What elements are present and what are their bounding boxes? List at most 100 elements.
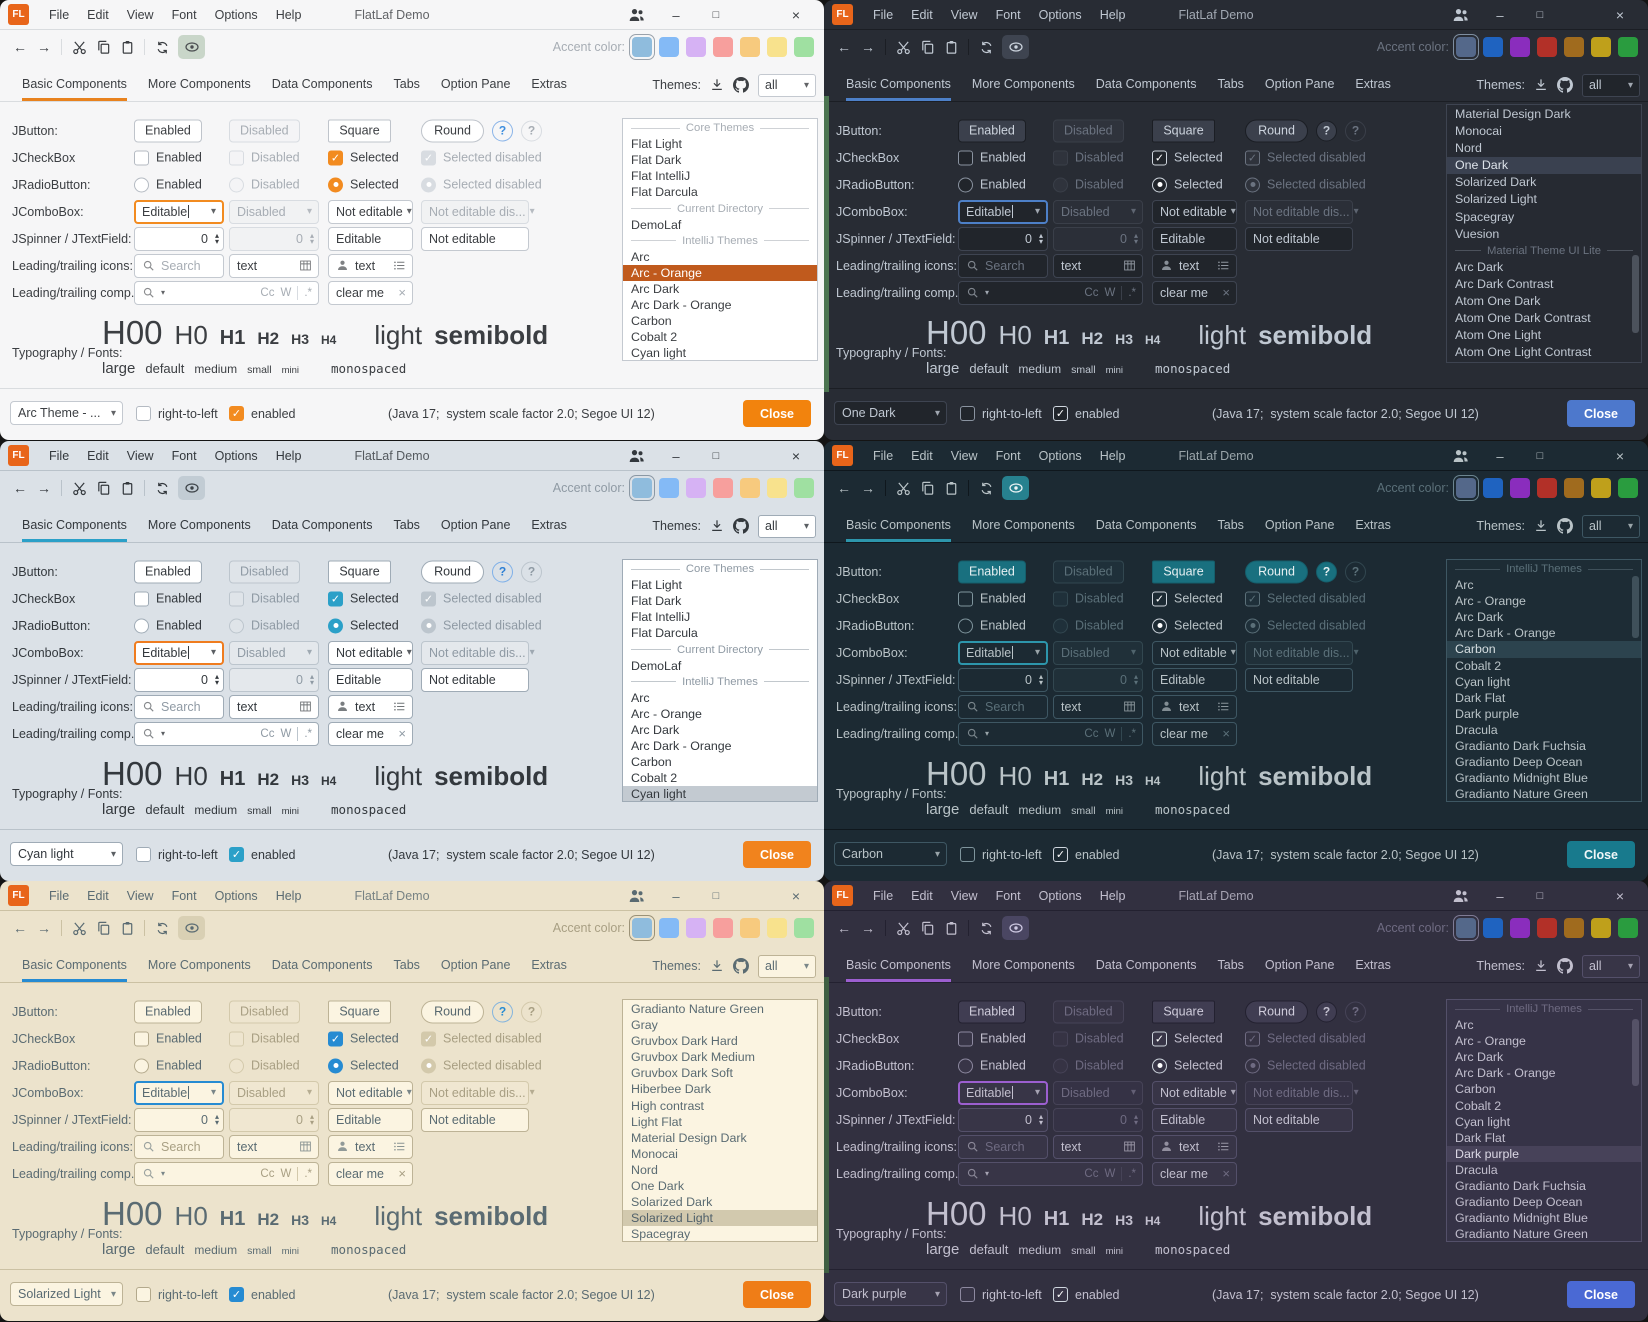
users-icon[interactable]	[624, 441, 648, 471]
radio-selected[interactable]: Selected	[328, 618, 399, 633]
accent-swatch[interactable]	[659, 478, 679, 498]
download-icon[interactable]	[710, 78, 724, 92]
forward-icon[interactable]: →	[861, 920, 875, 936]
theme-list-item[interactable]: Arc Dark	[1455, 1050, 1504, 1065]
search-field-with-options[interactable]: ▾ Cc W .*	[134, 280, 319, 305]
round-button[interactable]: Round	[421, 119, 484, 142]
accent-swatch[interactable]	[1564, 37, 1584, 57]
search-field[interactable]: Search	[134, 253, 224, 278]
theme-list-item[interactable]: Flat IntelliJ	[631, 610, 691, 625]
download-icon[interactable]	[710, 519, 724, 533]
theme-list-item[interactable]: Flat IntelliJ	[631, 169, 691, 184]
spinner[interactable]: 0 ▴ ▾	[958, 226, 1048, 251]
menu-font[interactable]: Font	[171, 7, 197, 22]
menu-options[interactable]: Options	[214, 448, 258, 463]
radio-enabled[interactable]: Enabled	[134, 1058, 202, 1073]
text-field-calendar[interactable]: text	[1053, 694, 1143, 719]
accent-swatch[interactable]	[1591, 37, 1611, 57]
theme-list-item[interactable]: Gradianto Dark Fuchsia	[1455, 1179, 1586, 1194]
theme-combobox[interactable]: Solarized Light ▾	[10, 1282, 123, 1306]
spinner-arrows-icon[interactable]: ▴ ▾	[1038, 1111, 1043, 1127]
checkbox-selected[interactable]: Selected	[328, 591, 399, 606]
square-button[interactable]: Square	[328, 560, 391, 583]
menu-font[interactable]: Font	[995, 888, 1021, 903]
minimize-button[interactable]: –	[1496, 7, 1504, 23]
users-icon[interactable]	[1448, 441, 1472, 471]
text-field-calendar[interactable]: text	[229, 1134, 319, 1159]
whole-words-button[interactable]: W	[1104, 1167, 1116, 1180]
accent-swatch[interactable]	[659, 918, 679, 938]
right-to-left-checkbox[interactable]: right-to-left	[960, 1287, 1042, 1302]
menu-edit[interactable]: Edit	[911, 888, 933, 903]
tab-option-pane[interactable]: Option Pane	[1264, 517, 1335, 532]
spinner[interactable]: 0 ▴ ▾	[958, 667, 1048, 692]
checkbox-selected[interactable]: Selected	[1152, 1031, 1223, 1046]
forward-icon[interactable]: →	[861, 480, 875, 496]
menu-view[interactable]: View	[950, 7, 978, 22]
round-button[interactable]: Round	[1245, 560, 1308, 583]
regex-button[interactable]: .*	[1128, 1167, 1136, 1180]
accent-swatch[interactable]	[1510, 37, 1530, 57]
theme-list-item[interactable]: Cobalt 2	[631, 771, 678, 786]
text-field-calendar[interactable]: text	[1053, 253, 1143, 278]
menu-file[interactable]: File	[49, 7, 70, 22]
square-button[interactable]: Square	[328, 119, 391, 142]
square-button[interactable]: Square	[328, 1000, 391, 1023]
clear-icon[interactable]: ×	[1222, 726, 1230, 741]
radio-selected[interactable]: Selected	[1152, 618, 1223, 633]
cut-icon[interactable]	[67, 35, 91, 59]
enabled-checkbox[interactable]: enabled	[1053, 847, 1120, 862]
theme-combobox[interactable]: Carbon ▾	[834, 842, 947, 866]
close-window-button[interactable]: ×	[791, 448, 801, 464]
accent-swatch[interactable]	[659, 37, 679, 57]
accent-swatch[interactable]	[686, 478, 706, 498]
editable-textfield[interactable]: Editable	[328, 667, 413, 692]
tab-data-components[interactable]: Data Components	[271, 957, 373, 972]
github-icon[interactable]	[733, 518, 749, 534]
tab-tabs[interactable]: Tabs	[393, 957, 420, 972]
clear-icon[interactable]: ×	[398, 285, 406, 300]
refresh-icon[interactable]	[150, 476, 174, 500]
not-editable-combobox[interactable]: Not editable ▾	[1152, 640, 1237, 665]
close-window-button[interactable]: ×	[1615, 7, 1625, 23]
users-icon[interactable]	[1448, 0, 1472, 30]
refresh-icon[interactable]	[974, 35, 998, 59]
enabled-checkbox[interactable]: enabled	[229, 1287, 296, 1302]
regex-button[interactable]: .*	[1128, 727, 1136, 740]
accent-swatch[interactable]	[1483, 37, 1503, 57]
theme-list-item[interactable]: Solarized Light	[1455, 192, 1537, 207]
editable-combobox[interactable]: Editable ▾	[958, 199, 1048, 224]
text-field-user[interactable]: text	[1152, 1134, 1237, 1159]
forward-icon[interactable]: →	[861, 39, 875, 55]
theme-list-item[interactable]: Arc Dark Contrast	[1455, 276, 1554, 291]
accent-swatch[interactable]	[1510, 918, 1530, 938]
spinner[interactable]: 0 ▴ ▾	[134, 1107, 224, 1132]
tab-tabs[interactable]: Tabs	[1217, 517, 1244, 532]
search-field-with-options[interactable]: ▾ Cc W .*	[958, 280, 1143, 305]
menu-file[interactable]: File	[49, 448, 70, 463]
accent-swatch[interactable]	[1618, 918, 1638, 938]
menu-edit[interactable]: Edit	[87, 888, 109, 903]
copy-icon[interactable]	[91, 476, 115, 500]
cut-icon[interactable]	[891, 35, 915, 59]
right-to-left-checkbox[interactable]: right-to-left	[136, 406, 218, 421]
maximize-button[interactable]: □	[712, 9, 720, 21]
github-icon[interactable]	[733, 77, 749, 93]
accent-swatch[interactable]	[794, 478, 814, 498]
clearable-field[interactable]: clear me ×	[1152, 1161, 1237, 1186]
theme-list-item[interactable]: Atom One Light Contrast	[1455, 345, 1592, 360]
accent-swatch[interactable]	[740, 37, 760, 57]
clearable-field[interactable]: clear me ×	[328, 721, 413, 746]
copy-icon[interactable]	[91, 35, 115, 59]
maximize-button[interactable]: □	[1536, 890, 1544, 902]
spinner[interactable]: 0 ▴ ▾	[134, 226, 224, 251]
match-case-button[interactable]: Cc	[1084, 286, 1099, 299]
editable-combobox[interactable]: Editable ▾	[958, 640, 1048, 665]
theme-filter-combobox[interactable]: all ▾	[758, 73, 816, 97]
editable-combobox[interactable]: Editable ▾	[134, 1080, 224, 1105]
tab-basic-components[interactable]: Basic Components	[22, 510, 127, 542]
download-icon[interactable]	[710, 959, 724, 973]
accent-swatch[interactable]	[1591, 918, 1611, 938]
maximize-button[interactable]: □	[1536, 450, 1544, 462]
clear-icon[interactable]: ×	[1222, 285, 1230, 300]
